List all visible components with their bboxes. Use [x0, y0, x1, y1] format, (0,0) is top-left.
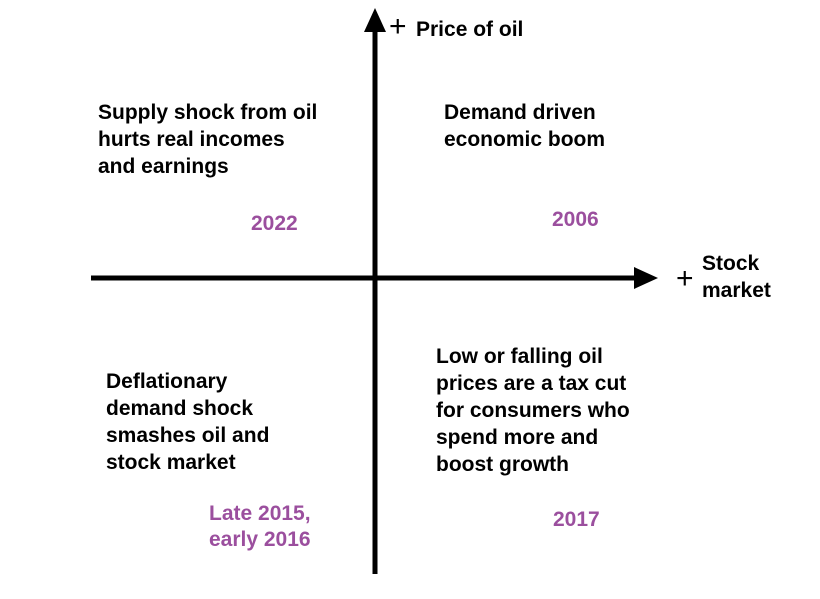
quadrant-bottom-right-text: Low or falling oil prices are a tax cut … — [436, 345, 630, 476]
y-axis-plus-sign: + — [389, 10, 407, 43]
x-axis-arrowhead — [634, 267, 658, 289]
quadrant-top-left-text: Supply shock from oil hurts real incomes… — [98, 101, 318, 178]
quadrant-bottom-left-year: Late 2015, early 2016 — [209, 502, 311, 551]
x-axis-plus-sign: + — [676, 262, 694, 295]
quadrant-top-right-year: 2006 — [552, 208, 599, 231]
quadrant-top-right-text: Demand driven economic boom — [444, 101, 606, 151]
quadrant-bottom-left-text: Deflationary demand shock smashes oil an… — [106, 370, 270, 474]
y-axis-arrowhead — [364, 8, 386, 32]
y-axis-label: Price of oil — [416, 18, 524, 41]
quadrant-top-left-year: 2022 — [251, 212, 298, 235]
x-axis-label: Stock market — [702, 252, 771, 302]
quadrant-bottom-right-year: 2017 — [553, 508, 600, 531]
